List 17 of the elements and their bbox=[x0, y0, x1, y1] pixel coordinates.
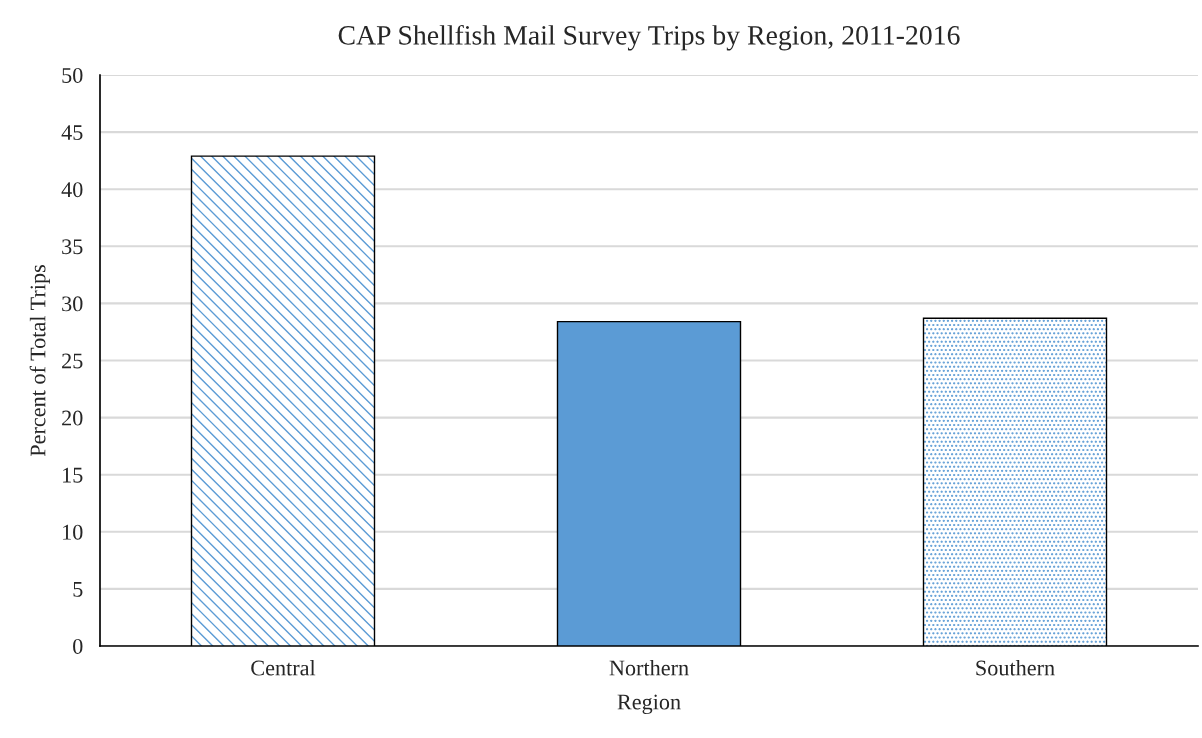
y-tick-label: 0 bbox=[73, 638, 83, 654]
x-tick-label: Southern bbox=[976, 659, 1055, 676]
x-tick-label: Central bbox=[251, 659, 316, 676]
y-tick-label: 30 bbox=[62, 296, 83, 312]
y-tick-label: 45 bbox=[61, 125, 83, 141]
x-axis-title: Region bbox=[617, 694, 681, 715]
y-tick-label: 15 bbox=[63, 467, 83, 483]
chart-title: CAP Shellfish Mail Survey Trips by Region, 2011-2016 bbox=[338, 24, 960, 51]
y-tick-label: 35 bbox=[62, 239, 83, 255]
y-tick-label: 5 bbox=[73, 582, 83, 597]
y-tick-label: 40 bbox=[61, 182, 83, 198]
y-tick-label: 10 bbox=[63, 524, 83, 540]
x-tick-label: Northern bbox=[609, 659, 689, 676]
y-tick-label: 20 bbox=[62, 410, 83, 426]
y-axis-title: Percent of Total Trips bbox=[29, 265, 50, 457]
y-tick-label: 25 bbox=[62, 353, 83, 369]
y-tick-label: 50 bbox=[62, 67, 83, 83]
